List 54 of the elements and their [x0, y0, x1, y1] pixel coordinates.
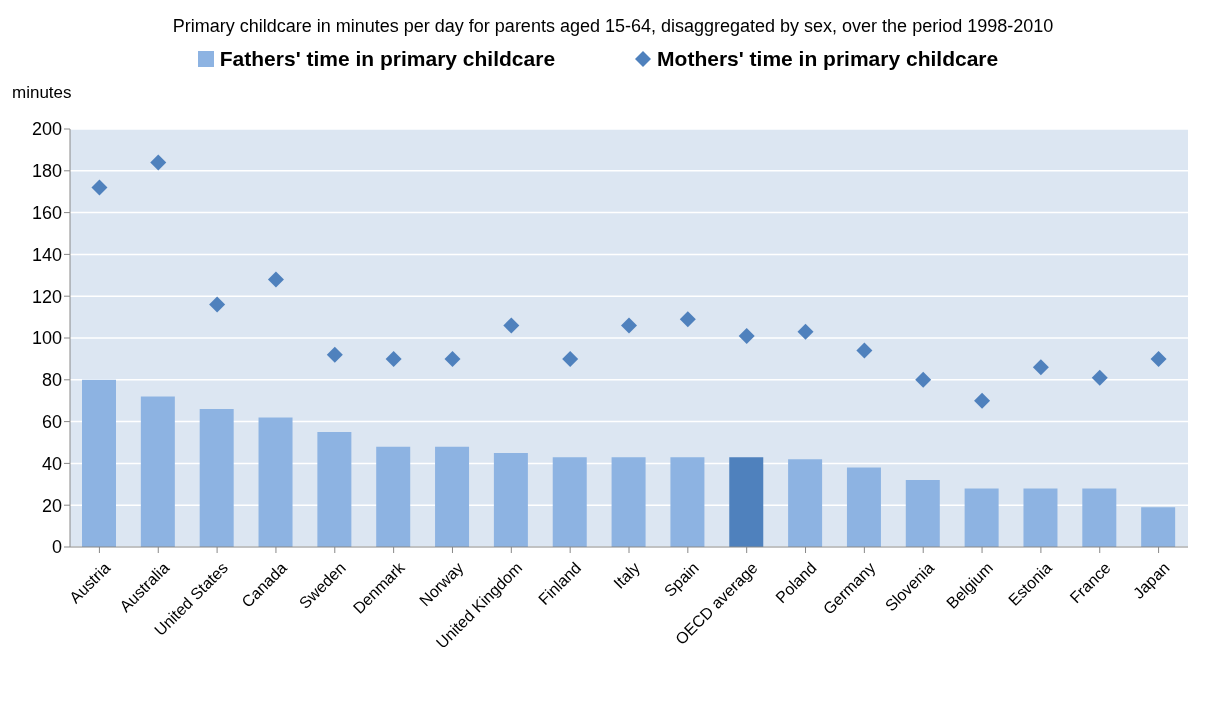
- bar: [611, 457, 646, 547]
- point: [150, 154, 167, 171]
- point: [679, 311, 696, 328]
- point: [974, 392, 991, 409]
- bar: [493, 452, 528, 547]
- bar: [552, 457, 587, 547]
- point: [1091, 369, 1108, 386]
- point: [326, 346, 343, 363]
- y-tick-label: 40: [41, 453, 62, 474]
- point: [209, 296, 226, 313]
- point: [503, 317, 520, 334]
- bar: [376, 446, 411, 547]
- point: [621, 317, 637, 334]
- y-axis-title: minutes: [12, 83, 72, 103]
- y-tick-label: 80: [41, 370, 62, 391]
- chart-title: Primary childcare in minutes per day for parents aged 15-64, disaggregated by sex, over the period 1998-2010: [171, 15, 1055, 37]
- bar: [140, 396, 175, 547]
- legend-label: Mothers' time in primary childcare: [657, 47, 999, 71]
- bar: [729, 457, 764, 547]
- bar: [1082, 488, 1117, 547]
- y-tick-label: 200: [31, 119, 62, 140]
- point: [797, 323, 814, 340]
- bar: [846, 467, 881, 547]
- bar: [435, 446, 470, 547]
- y-tick-label: 140: [31, 244, 62, 265]
- point: [91, 179, 108, 196]
- y-tick-label: 100: [31, 328, 62, 349]
- point: [267, 271, 284, 288]
- y-tick-label: 0: [51, 537, 62, 558]
- point: [385, 350, 402, 367]
- bar: [199, 409, 234, 547]
- bar: [82, 379, 116, 547]
- bar: [905, 480, 940, 547]
- bar: [317, 432, 352, 547]
- point: [444, 350, 461, 367]
- point: [738, 327, 755, 344]
- point: [562, 350, 579, 367]
- legend-label: Fathers' time in primary childcare: [219, 47, 556, 71]
- point: [1150, 350, 1167, 367]
- bar: [964, 488, 999, 547]
- bar: [1141, 507, 1176, 547]
- bar: [670, 457, 705, 547]
- point: [856, 342, 873, 359]
- bar: [258, 417, 293, 547]
- bar: [788, 459, 823, 547]
- y-tick-label: 120: [31, 286, 62, 307]
- y-tick-label: 60: [41, 411, 62, 432]
- y-tick-label: 160: [31, 202, 62, 223]
- point: [1032, 359, 1049, 376]
- point: [915, 371, 932, 388]
- x-tick-label: Italy: [610, 559, 644, 592]
- bar: [1023, 488, 1058, 547]
- y-tick-label: 180: [31, 161, 62, 182]
- y-tick-label: 20: [41, 495, 62, 516]
